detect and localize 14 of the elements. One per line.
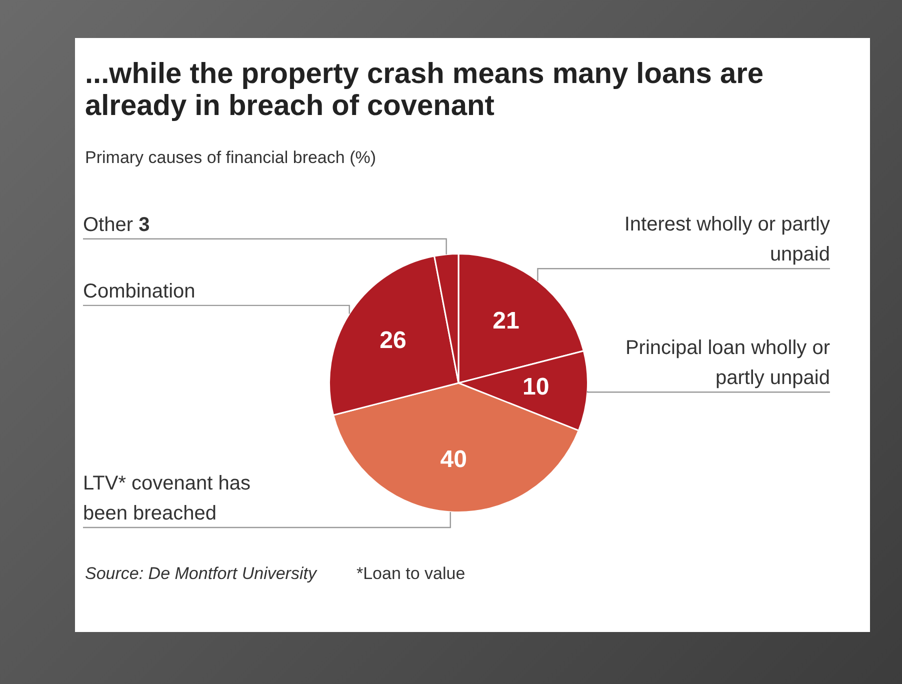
text: *Loan to value <box>356 564 466 584</box>
data-label: 21 <box>492 307 520 334</box>
slice-label: LTV* covenant has been breached <box>83 472 251 524</box>
data-label: 26 <box>380 327 406 354</box>
chart-title: ...while the property crash means many loans are already in breach of covenant <box>85 58 765 122</box>
data-label: 10 <box>522 373 550 400</box>
source-note: Source: De Montfort University <box>85 564 316 584</box>
data-label: 3 <box>138 214 150 236</box>
slice-label: Combination <box>83 280 196 302</box>
slice-label: Principal loan wholly or partly unpaid <box>625 337 830 390</box>
slice-label: Interest wholly or partly unpaid <box>624 214 830 266</box>
chart-subtitle: Primary causes of financial breach (%) <box>85 148 376 168</box>
data-label: 40 <box>440 446 467 474</box>
slice-label: Other <box>83 214 134 236</box>
